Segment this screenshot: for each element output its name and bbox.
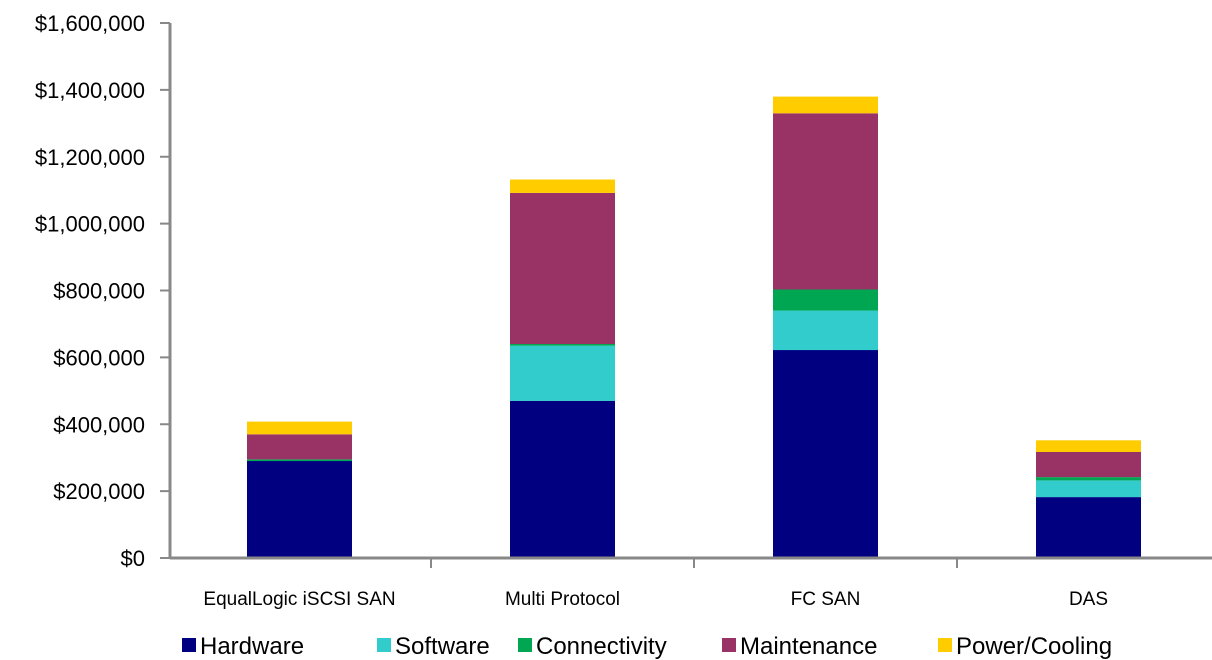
bar-segment-connectivity-0 [247, 459, 352, 462]
bar-segment-power-cooling-2 [773, 96, 878, 114]
legend-label: Power/Cooling [956, 633, 1112, 660]
legend-label: Software [395, 633, 490, 660]
axes-layer [160, 22, 1212, 568]
bar-segment-maintenance-1 [510, 192, 615, 344]
y-tick-label: $1,600,000 [35, 11, 145, 36]
y-tick-label: $1,000,000 [35, 212, 145, 237]
bars-layer [247, 96, 1141, 558]
bar-segment-maintenance-2 [773, 113, 878, 290]
legend-swatch [518, 638, 532, 652]
legend-swatch [377, 638, 391, 652]
legend-label: Hardware [200, 633, 304, 660]
x-category-label: Multi Protocol [505, 589, 620, 610]
x-category-label: DAS [1069, 589, 1108, 610]
bar-segment-hardware-3 [1036, 497, 1141, 558]
x-category-label: EqualLogic iSCSI SAN [203, 589, 395, 610]
bar-segment-connectivity-1 [510, 344, 615, 346]
legend-label: Connectivity [536, 633, 667, 660]
bar-segment-software-1 [510, 345, 615, 401]
bar-segment-connectivity-3 [1036, 477, 1141, 481]
y-tick-label: $800,000 [53, 279, 145, 304]
legend-label: Maintenance [740, 633, 877, 660]
bar-segment-software-3 [1036, 480, 1141, 498]
legend-swatch [722, 638, 736, 652]
bar-segment-power-cooling-0 [247, 421, 352, 435]
bar-segment-hardware-2 [773, 350, 878, 558]
x-category-label: FC SAN [791, 589, 861, 610]
bar-segment-hardware-1 [510, 400, 615, 558]
labels-layer: $0 $200,000 $400,000 $600,000 $800,000 $1,000… [35, 11, 1108, 610]
legend-swatch [182, 638, 196, 652]
y-tick-label: $400,000 [53, 412, 145, 437]
y-tick-label: $200,000 [53, 479, 145, 504]
bar-segment-connectivity-2 [773, 289, 878, 311]
y-tick-label: $1,400,000 [35, 78, 145, 103]
bar-segment-maintenance-0 [247, 434, 352, 460]
legend-swatch [938, 638, 952, 652]
bar-segment-maintenance-3 [1036, 452, 1141, 478]
y-tick-label: $0 [121, 546, 145, 571]
bar-segment-hardware-0 [247, 461, 352, 558]
legend: Hardware Software Connectivity Maintenance P… [182, 633, 1112, 660]
y-tick-label: $1,200,000 [35, 145, 145, 170]
bar-segment-power-cooling-1 [510, 179, 615, 193]
bar-segment-software-2 [773, 310, 878, 351]
y-tick-label: $600,000 [53, 345, 145, 370]
bar-segment-power-cooling-3 [1036, 440, 1141, 452]
